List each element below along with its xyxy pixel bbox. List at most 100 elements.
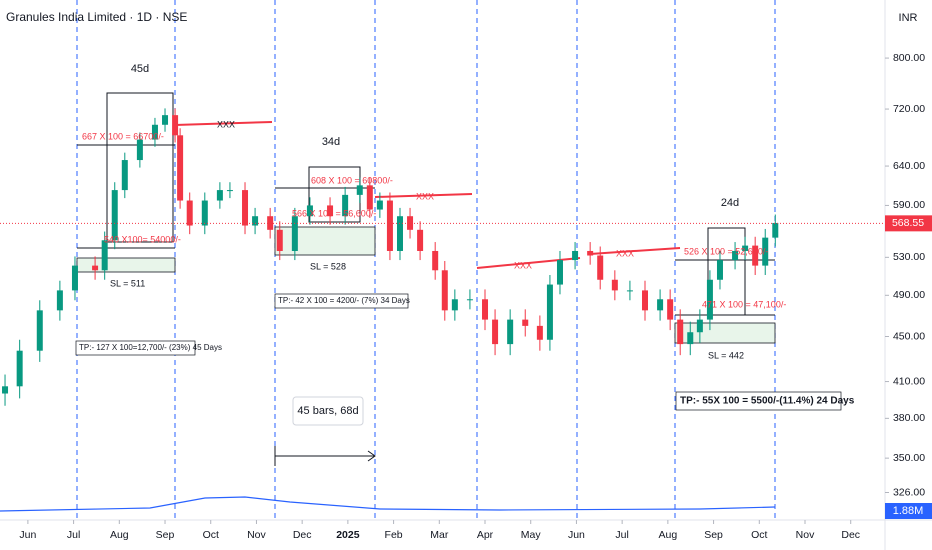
candle-body xyxy=(482,299,489,320)
candle-body xyxy=(366,185,373,210)
x-tick-label: Dec xyxy=(841,529,860,541)
candle-body xyxy=(16,350,23,387)
measure-arrow xyxy=(367,450,376,462)
target-label: TP:- 42 X 100 = 4200/- (7%) 34 Days xyxy=(278,296,410,305)
duration-label: 45d xyxy=(131,63,149,75)
x-tick-label: Jul xyxy=(67,529,80,541)
candle-body xyxy=(742,245,749,251)
candle-body xyxy=(657,299,664,311)
candle-body xyxy=(572,250,579,261)
candle-body xyxy=(597,255,604,280)
target-label: TP:- 127 X 100=12,700/- (23%) 45 Days xyxy=(79,343,222,352)
candle-body xyxy=(667,299,674,320)
currency-label: INR xyxy=(899,12,918,24)
sl-zone xyxy=(76,257,176,273)
candle-body xyxy=(177,135,184,201)
entry-label: 471 X 100 = 47,100/- xyxy=(702,299,786,309)
x-tick-label: Feb xyxy=(385,529,403,541)
candle-body xyxy=(342,194,349,217)
marker-label: XXX xyxy=(217,119,235,129)
candle-body xyxy=(136,139,143,161)
candles xyxy=(2,108,779,406)
marker-label: XXX xyxy=(616,248,634,258)
candle-body xyxy=(327,205,334,217)
annotations: 45d 34d 24d XXX XXX XXX XXX 667 X 100 = … xyxy=(79,63,855,417)
x-tick-label: Nov xyxy=(796,529,815,541)
candle-body xyxy=(291,216,298,251)
x-tick-label: Sep xyxy=(156,529,175,541)
sl-zone xyxy=(274,226,376,256)
range-box xyxy=(106,92,174,243)
candle-body xyxy=(706,279,713,320)
candle-body xyxy=(36,310,43,351)
candle-body xyxy=(111,190,118,241)
x-tick-label: Aug xyxy=(110,529,129,541)
candle-body xyxy=(507,319,514,345)
x-tick-label: Mar xyxy=(430,529,449,541)
candle-body xyxy=(407,216,414,230)
candle-body xyxy=(611,279,618,291)
candle-body xyxy=(56,290,63,311)
duration-label: 24d xyxy=(721,197,739,209)
candle-body xyxy=(201,200,208,226)
marker-line xyxy=(374,193,473,198)
x-tick-label: 2025 xyxy=(336,529,360,541)
volume-average xyxy=(0,496,776,512)
candle-body xyxy=(226,190,233,192)
y-tick-label: 800.00 xyxy=(893,52,925,64)
candle-body xyxy=(172,115,179,136)
entry-label: 608 X 100 = 60800/- xyxy=(311,175,393,185)
candle-body xyxy=(642,290,649,311)
measure-box xyxy=(292,396,364,426)
y-tick-label: 720.00 xyxy=(893,103,925,115)
candle-body xyxy=(696,319,703,333)
candle-body xyxy=(536,325,543,340)
marker-line xyxy=(476,257,581,269)
candle-body xyxy=(677,319,684,345)
candle-body xyxy=(522,319,529,326)
candle-body xyxy=(432,250,439,271)
entry-label: 540 X100= 54000/- xyxy=(104,234,181,244)
entry-label: 667 X 100 = 66700/- xyxy=(82,131,164,141)
candle-body xyxy=(71,265,78,291)
candle-body xyxy=(356,185,363,195)
y-tick-label: 530.00 xyxy=(893,251,925,263)
candle-body xyxy=(396,216,403,251)
y-tick-label: 490.00 xyxy=(893,289,925,301)
last-price-badge xyxy=(885,215,932,232)
volume-badge xyxy=(885,503,932,519)
candle-body xyxy=(752,245,759,266)
candle-body xyxy=(186,200,193,226)
x-tick-label: Jun xyxy=(19,529,36,541)
y-tick-label: 410.00 xyxy=(893,375,925,387)
candle-body xyxy=(492,319,499,345)
y-tick-label: 640.00 xyxy=(893,160,925,172)
duration-label: 34d xyxy=(322,136,340,148)
y-tick-label: 450.00 xyxy=(893,330,925,342)
target-box xyxy=(675,391,842,411)
y-tick-label: 590.00 xyxy=(893,199,925,211)
candle-body xyxy=(121,160,128,191)
candle-body xyxy=(151,124,158,140)
target-box xyxy=(274,293,409,309)
x-tick-label: Nov xyxy=(247,529,266,541)
x-tick-label: May xyxy=(521,529,542,541)
sl-label: SL = 528 xyxy=(310,261,346,271)
candle-body xyxy=(687,332,694,345)
target-label: TP:- 55X 100 = 5500/-(11.4%) 24 Days xyxy=(680,396,855,407)
candle-body xyxy=(306,205,313,217)
y-tick-label: 326.00 xyxy=(893,486,925,498)
candle-body xyxy=(546,284,553,340)
sl-label: SL = 442 xyxy=(708,350,744,360)
candle-body xyxy=(732,250,739,261)
candle-body xyxy=(451,299,458,311)
x-tick-label: Sep xyxy=(704,529,723,541)
entry-label: 566 X 100 = 56,600/- xyxy=(292,208,376,218)
candle-body xyxy=(466,299,473,301)
candle-body xyxy=(716,260,723,280)
x-tick-label: Oct xyxy=(751,529,767,541)
candle-body xyxy=(772,222,779,238)
candle-body xyxy=(441,270,448,311)
x-tick-label: Oct xyxy=(203,529,219,541)
